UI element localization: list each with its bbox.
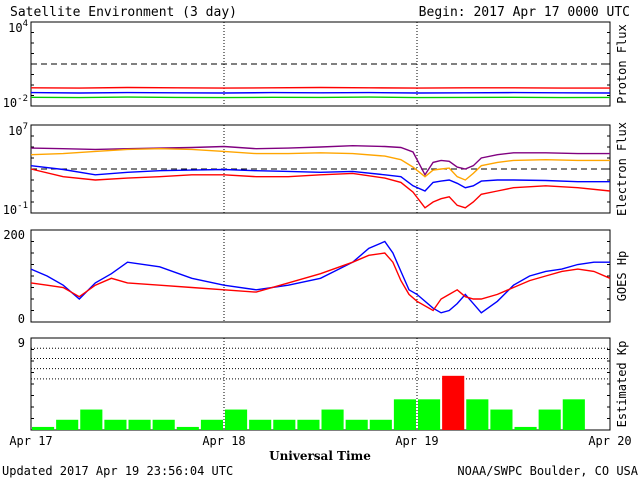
y-axis-label: Electron Flux (615, 122, 629, 216)
kp-bar (515, 427, 537, 430)
kp-bar (225, 410, 247, 430)
x-tick-label: Apr 20 (588, 434, 631, 448)
panel-frame (31, 230, 610, 322)
y-tick-exponent: -1 (17, 201, 28, 211)
kp-bar (442, 376, 464, 430)
y-tick-label: 104 (8, 19, 28, 35)
x-axis: Apr 17 Apr 18 Apr 19 Apr 20 (9, 434, 631, 448)
kp-bar (56, 420, 78, 430)
y-tick-label: 200 (3, 228, 25, 242)
y-tick-label: 10-1 (3, 201, 28, 217)
y-tick-exponent: 4 (23, 19, 28, 29)
kp-bar (80, 410, 102, 430)
x-axis-label: Universal Time (269, 449, 371, 463)
y-tick-label: 10-2 (3, 94, 28, 110)
y-tick-exponent: 7 (23, 122, 28, 132)
panel-frame (31, 338, 610, 430)
kp-bar (539, 410, 561, 430)
kp-bar (418, 399, 440, 430)
y-tick-label: 9 (18, 336, 25, 350)
x-tick-label: Apr 17 (9, 434, 52, 448)
kp-bar (322, 410, 344, 430)
panel-goes-hp: 200 0 GOES Hp (3, 228, 629, 326)
kp-bar (129, 420, 151, 430)
kp-bar (32, 427, 54, 430)
y-tick-base: 10 (8, 21, 22, 35)
y-axis-label: GOES Hp (615, 251, 629, 302)
y-tick-label: 107 (8, 122, 28, 138)
kp-bar (249, 420, 271, 430)
kp-bar (563, 399, 585, 430)
kp-bar (273, 420, 295, 430)
kp-bar (346, 420, 368, 430)
y-axis-label: Proton Flux (615, 24, 629, 103)
kp-bar (177, 427, 199, 430)
credit-text: NOAA/SWPC Boulder, CO USA (457, 464, 638, 478)
begin-time: Begin: 2017 Apr 17 0000 UTC (419, 5, 630, 20)
kp-bar (297, 420, 319, 430)
panel-estimated-kp: 9 Estimated Kp (18, 336, 629, 430)
figure-title: Satellite Environment (3 day) (10, 5, 237, 20)
y-axis-label: Estimated Kp (615, 341, 629, 428)
y-tick-base: 10 (3, 96, 17, 110)
kp-bar (201, 420, 223, 430)
y-tick-label: 0 (18, 312, 25, 326)
x-tick-label: Apr 19 (395, 434, 438, 448)
kp-bar (153, 420, 175, 430)
kp-bar (104, 420, 126, 430)
updated-timestamp: Updated 2017 Apr 19 23:56:04 UTC (2, 464, 233, 478)
y-tick-base: 10 (3, 203, 17, 217)
kp-bar (370, 420, 392, 430)
kp-bar (490, 410, 512, 430)
kp-bar (394, 399, 416, 430)
kp-bar (466, 399, 488, 430)
series-line (31, 97, 610, 98)
y-tick-base: 10 (8, 124, 22, 138)
x-tick-label: Apr 18 (202, 434, 245, 448)
series-line (31, 88, 610, 89)
y-tick-exponent: -2 (17, 94, 28, 104)
